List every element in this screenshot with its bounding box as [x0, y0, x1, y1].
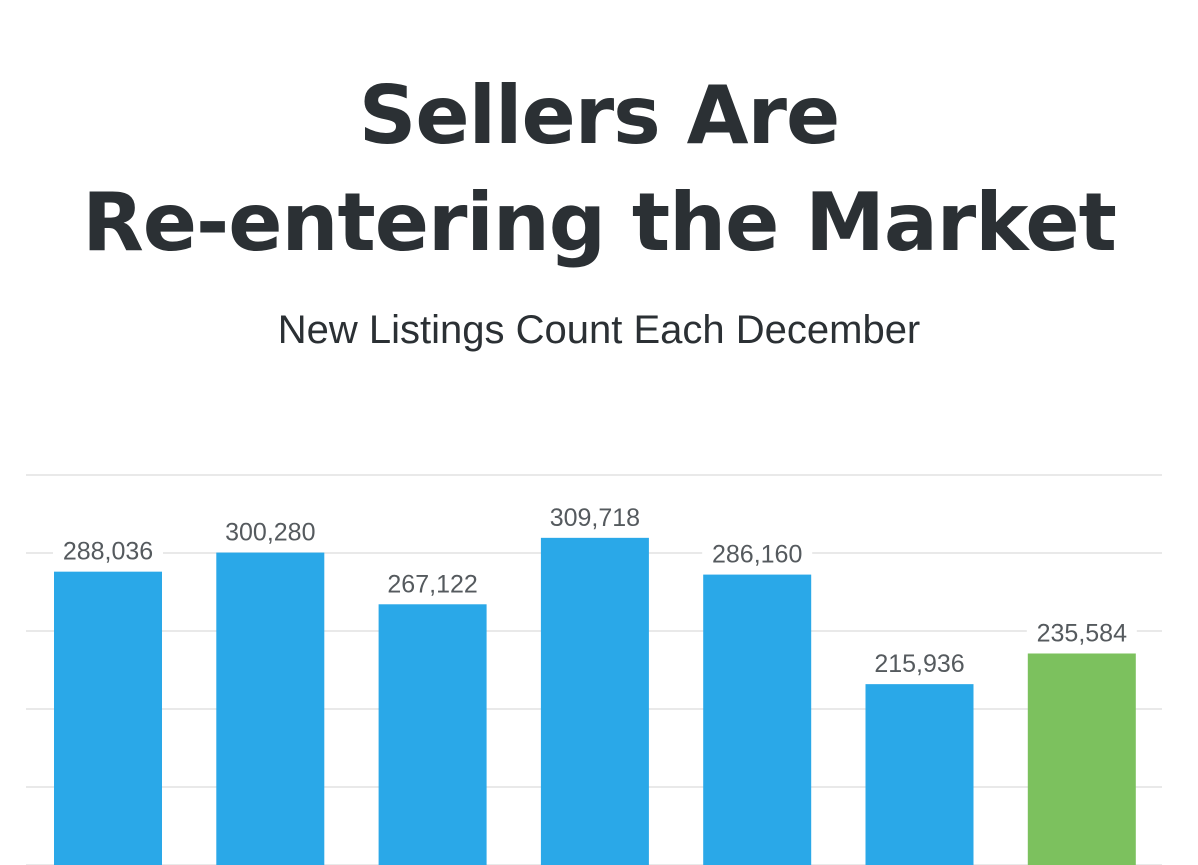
bar-3 — [378, 604, 487, 865]
chart-title-line-1: Sellers Are — [358, 69, 841, 162]
bar-label-background — [53, 533, 163, 564]
bar-value-label-7: 235,584 — [1037, 619, 1127, 647]
bar-value-label-1: 288,036 — [63, 538, 153, 566]
bar-4 — [540, 537, 649, 865]
bar-value-label-3: 267,122 — [387, 570, 477, 598]
bar-6 — [865, 684, 974, 865]
chart-title-line-2: Re-entering the Market — [82, 176, 1117, 269]
bar-label-background — [539, 499, 650, 530]
chart-subtitle: New Listings Count Each December — [277, 308, 921, 352]
bar-label-background — [702, 536, 813, 567]
value-labels: 288,036 300,280 267,122 309,718 286,160 215,9… — [53, 499, 1137, 678]
bars — [54, 537, 1136, 865]
bar-label-background — [864, 646, 975, 677]
bar-value-label-5: 286,160 — [712, 541, 802, 569]
bar-1 — [54, 571, 162, 865]
bar-7 — [1027, 653, 1136, 865]
bar-value-label-6: 215,936 — [874, 650, 964, 678]
bar-value-label-4: 309,718 — [550, 504, 640, 532]
bar-value-label-2: 300,280 — [225, 519, 315, 547]
bar-label-background — [377, 566, 488, 597]
bar-2 — [216, 552, 325, 865]
bar-label-background — [1026, 615, 1137, 646]
bar-label-background — [215, 514, 326, 545]
bar-5 — [703, 574, 812, 865]
